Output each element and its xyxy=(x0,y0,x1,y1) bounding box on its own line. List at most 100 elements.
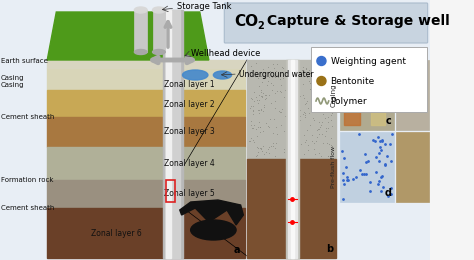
Point xyxy=(277,110,284,114)
Point xyxy=(285,105,292,109)
Point xyxy=(288,67,295,72)
Text: Earth surface: Earth surface xyxy=(1,58,48,64)
Point xyxy=(316,127,323,131)
Point xyxy=(262,150,270,154)
Point xyxy=(326,107,334,111)
Point xyxy=(284,64,292,69)
Point xyxy=(258,94,265,99)
Bar xyxy=(166,180,175,202)
Point xyxy=(265,75,273,79)
Point xyxy=(366,189,374,193)
Bar xyxy=(47,208,245,258)
Ellipse shape xyxy=(317,76,326,86)
FancyBboxPatch shape xyxy=(224,3,428,43)
Point xyxy=(265,93,273,98)
Point xyxy=(352,175,360,179)
Point xyxy=(265,125,273,129)
Point xyxy=(253,133,261,138)
Point xyxy=(248,126,256,131)
Point xyxy=(247,104,255,108)
Point xyxy=(376,145,383,149)
Point xyxy=(371,139,378,144)
Point xyxy=(301,140,309,145)
Point xyxy=(260,75,267,79)
Point xyxy=(257,146,264,150)
Point xyxy=(315,120,323,124)
Point xyxy=(303,128,311,132)
Point xyxy=(283,120,291,124)
Point xyxy=(306,123,314,127)
Point xyxy=(310,141,317,146)
Point xyxy=(378,139,386,143)
Point xyxy=(311,105,319,109)
Point xyxy=(309,85,316,89)
Point xyxy=(315,132,323,136)
Point xyxy=(308,139,316,143)
Point xyxy=(281,150,288,154)
Point xyxy=(257,90,264,94)
Point xyxy=(285,129,293,133)
Bar xyxy=(163,10,182,258)
Point xyxy=(292,119,300,123)
Bar xyxy=(288,60,297,258)
Point xyxy=(314,66,321,70)
Point xyxy=(258,95,266,99)
Bar xyxy=(153,10,165,52)
Point xyxy=(295,75,302,79)
Point xyxy=(287,140,294,144)
Point xyxy=(312,86,319,90)
Point xyxy=(318,122,325,127)
Ellipse shape xyxy=(182,70,208,80)
Point xyxy=(253,74,261,78)
Point xyxy=(306,72,314,76)
Point xyxy=(295,79,303,83)
Polygon shape xyxy=(47,12,209,60)
Point xyxy=(257,107,265,111)
Point xyxy=(284,138,292,142)
Point xyxy=(361,152,369,156)
Text: CO: CO xyxy=(234,14,258,29)
Point xyxy=(327,113,335,117)
Point xyxy=(246,106,254,110)
Point xyxy=(277,88,284,93)
Point xyxy=(310,118,318,122)
Point xyxy=(295,82,303,86)
Point xyxy=(339,197,347,201)
Ellipse shape xyxy=(153,49,165,55)
Point xyxy=(292,139,300,143)
Point xyxy=(305,111,313,115)
Point xyxy=(376,139,384,143)
Point xyxy=(388,192,395,197)
Point xyxy=(271,74,278,78)
Point xyxy=(374,182,382,186)
Point xyxy=(338,149,346,153)
Point xyxy=(257,94,265,99)
Point xyxy=(325,142,332,146)
Point xyxy=(254,101,262,105)
Point xyxy=(256,129,264,134)
Point xyxy=(378,138,385,142)
Point xyxy=(259,91,267,95)
Point xyxy=(272,69,280,73)
Point xyxy=(382,162,389,166)
Point xyxy=(324,126,331,130)
Point xyxy=(344,178,351,182)
Point xyxy=(272,99,279,103)
Point xyxy=(255,108,263,112)
Bar xyxy=(310,47,427,112)
Text: Cement sheath: Cement sheath xyxy=(1,114,55,120)
Point xyxy=(306,81,314,85)
Point xyxy=(340,183,348,187)
Point xyxy=(378,174,386,178)
Text: Formation rock: Formation rock xyxy=(1,177,54,183)
Point xyxy=(249,109,257,113)
Point xyxy=(302,67,310,71)
Text: Zonal layer 2: Zonal layer 2 xyxy=(164,100,215,108)
Point xyxy=(277,90,285,94)
Point xyxy=(286,86,293,90)
Point xyxy=(274,75,282,80)
Point xyxy=(323,141,331,145)
Text: Zonal layer 3: Zonal layer 3 xyxy=(164,127,215,136)
Bar xyxy=(166,10,171,258)
Point xyxy=(249,108,256,112)
